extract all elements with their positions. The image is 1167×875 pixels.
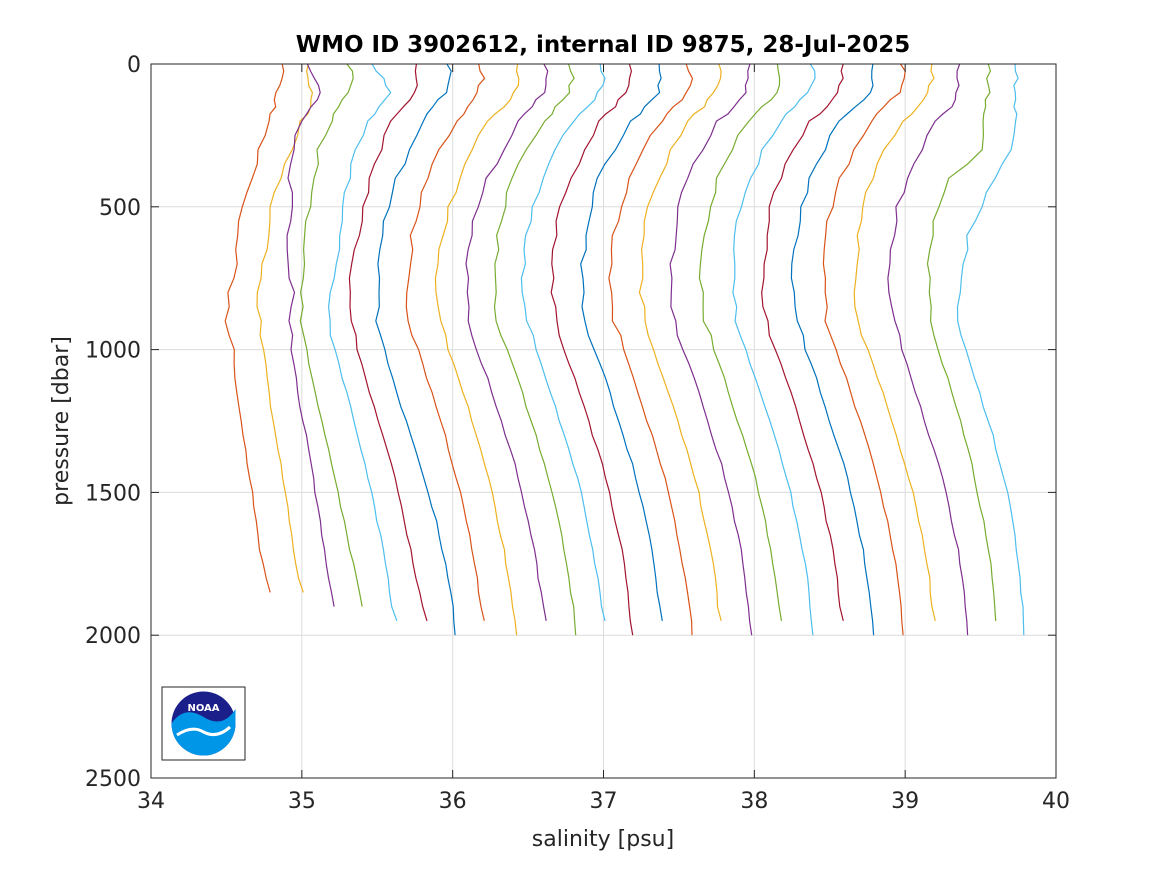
- x-axis-label: salinity [psu]: [532, 827, 674, 852]
- x-tick-label: 39: [891, 789, 919, 814]
- salinity-profile-line: [256, 63, 314, 593]
- salinity-profile-line: [299, 63, 363, 607]
- salinity-profile-line: [520, 63, 606, 622]
- salinity-profile-line: [493, 63, 577, 636]
- x-tick-label: 36: [439, 789, 467, 814]
- salinity-profile-line: [348, 63, 428, 622]
- x-tick-label: 34: [137, 789, 165, 814]
- salinity-profile-line: [669, 63, 753, 636]
- chart-title: WMO ID 3902612, internal ID 9875, 28-Jul…: [296, 32, 911, 58]
- salinity-profile-line: [822, 63, 906, 636]
- x-tick-label: 38: [740, 789, 768, 814]
- y-tick-label: 0: [127, 53, 141, 78]
- axis-ticks: 34 35 36 37 38 39 40 0 500 1000 1500 2000 2500: [85, 53, 1070, 814]
- y-axis-label: pressure [dbar]: [49, 336, 74, 506]
- salinity-profile-line: [327, 63, 398, 622]
- salinity-profile-line: [608, 63, 694, 636]
- salinity-profile-line: [375, 63, 456, 636]
- y-tick-label: 1500: [85, 481, 141, 506]
- x-tick-label: 40: [1042, 789, 1070, 814]
- salinity-profile-line: [638, 63, 722, 622]
- noaa-logo: NOAA: [161, 686, 246, 761]
- salinity-profile-line: [698, 63, 783, 621]
- salinity-profile-line: [926, 63, 997, 621]
- salinity-profile-line: [580, 63, 663, 621]
- salinity-profile-line: [761, 63, 844, 622]
- salinity-profile-line: [550, 63, 634, 636]
- salinity-profile-line: [286, 63, 335, 607]
- y-tick-label: 500: [99, 196, 141, 221]
- salinity-profile-line: [956, 63, 1025, 636]
- salinity-profile-line: [732, 63, 816, 636]
- plot-frame: [150, 63, 1057, 779]
- salinity-profile-line: [853, 63, 936, 622]
- salinity-profile-line: [465, 63, 549, 622]
- salinity-profile-line: [434, 63, 520, 636]
- profiles: [224, 63, 1025, 636]
- salinity-profile-line: [790, 63, 875, 636]
- x-tick-label: 37: [590, 789, 618, 814]
- svg-text:NOAA: NOAA: [187, 703, 219, 714]
- y-tick-label: 1000: [85, 339, 141, 364]
- y-tick-label: 2500: [85, 767, 141, 792]
- salinity-profile-line: [405, 63, 486, 622]
- x-tick-label: 35: [288, 789, 316, 814]
- salinity-profile-line: [887, 63, 969, 636]
- y-tick-label: 2000: [85, 624, 141, 649]
- salinity-profile-line: [224, 63, 285, 593]
